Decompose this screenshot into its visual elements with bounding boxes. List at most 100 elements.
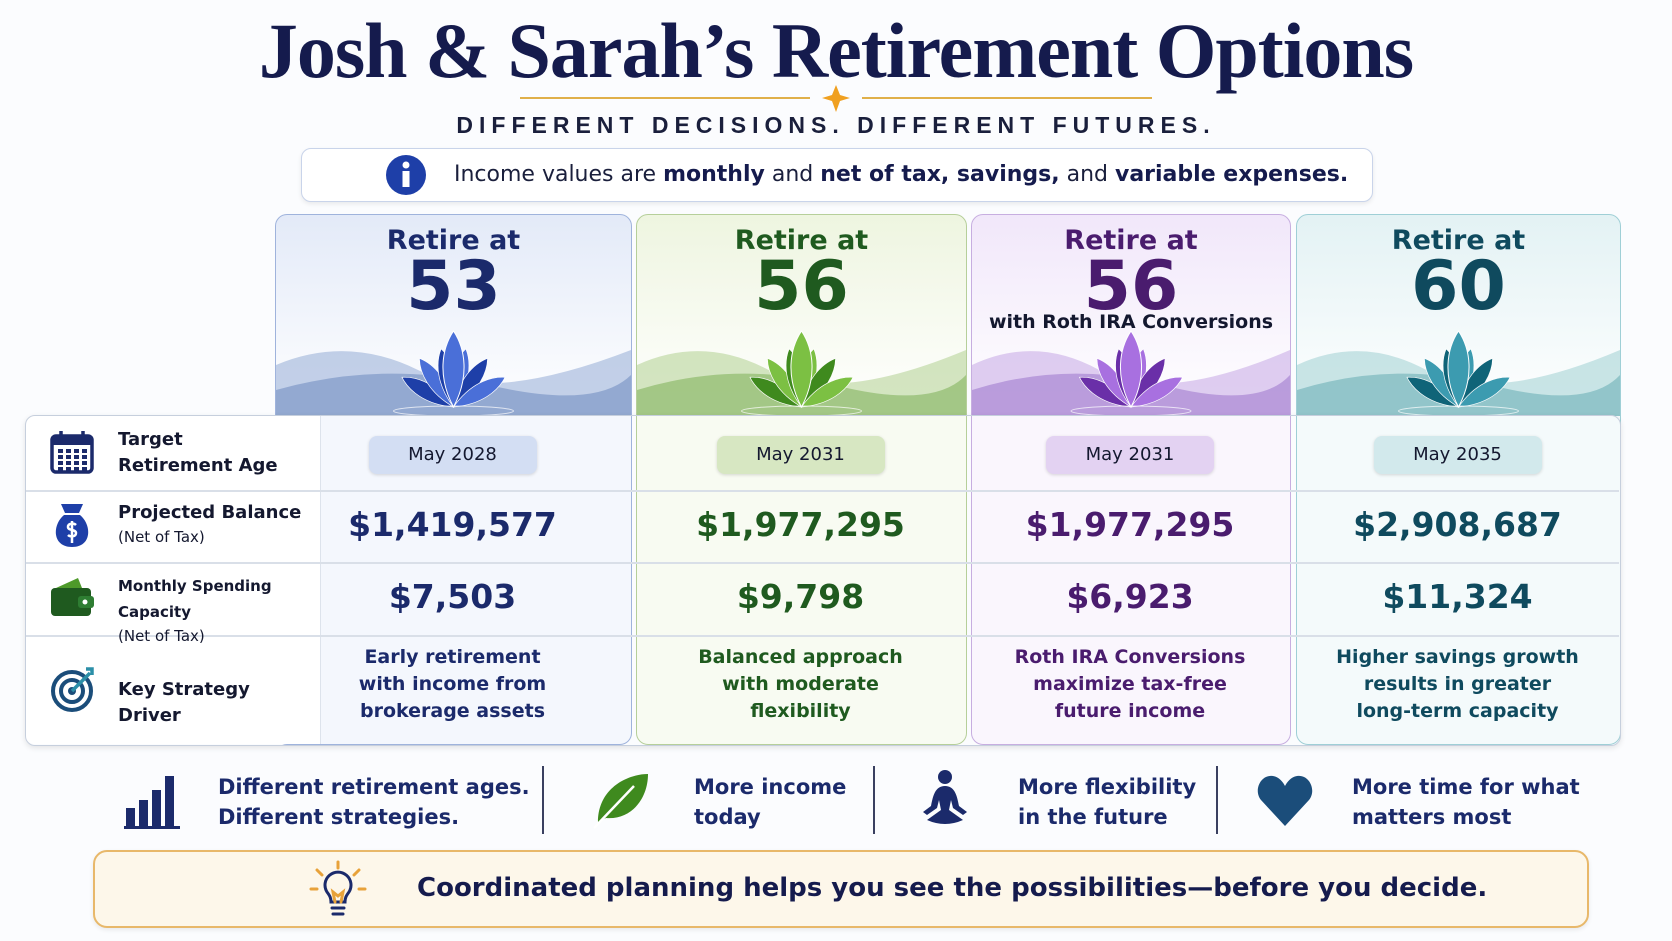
graphic	[1398, 330, 1519, 417]
graphic	[442, 330, 465, 409]
graphic	[70, 667, 94, 693]
graphic	[82, 460, 87, 465]
feature-text: Different retirement ages. Different stra…	[218, 772, 530, 832]
row-label: Monthly Spending Capacity (Net of Tax)	[118, 573, 318, 647]
row-label: Target Retirement Age	[118, 427, 318, 479]
graphic	[790, 330, 813, 409]
option-age: 53	[406, 247, 501, 326]
notice-text: Income values are monthly and net of tax…	[454, 162, 1348, 187]
notice-run: and	[764, 162, 821, 187]
graphic	[82, 466, 87, 471]
strategy-driver: Early retirement with income from brokerag…	[275, 644, 630, 725]
feature-icon	[1255, 768, 1317, 832]
spending: $6,923	[1066, 577, 1194, 616]
graphic	[741, 330, 862, 417]
graphic	[124, 826, 180, 829]
graphic	[66, 448, 71, 453]
balance: $1,977,295	[1025, 505, 1235, 544]
strategy-driver: Roth IRA Conversions maximize tax-free fut…	[971, 644, 1289, 725]
spending: $9,798	[736, 577, 865, 616]
graphic	[309, 860, 367, 891]
feature-text: More income today	[694, 772, 846, 832]
driver-line: future income	[1054, 700, 1206, 722]
driver-line: with moderate	[722, 673, 879, 695]
row-icon	[48, 428, 98, 478]
graphic	[1120, 330, 1142, 409]
scenery	[972, 315, 1290, 417]
feature-line: matters most	[1352, 805, 1512, 829]
info-icon	[386, 155, 426, 195]
graphic	[1257, 775, 1313, 826]
graphic	[58, 466, 63, 471]
date-pill: May 2028	[368, 436, 537, 474]
option-heading: Retire at	[386, 225, 521, 256]
driver-line: Higher savings growth	[1336, 646, 1579, 668]
graphic	[66, 521, 78, 543]
option-age: 56	[754, 247, 849, 326]
graphic	[402, 161, 410, 169]
label-line: Key Strategy Driver	[118, 679, 250, 726]
title: Josh & Sarah’s Retirement Options	[258, 7, 1414, 94]
balance: $2,908,687	[1353, 505, 1562, 544]
feature-icon	[588, 768, 650, 832]
feature-icon	[122, 768, 184, 832]
graphic	[330, 888, 346, 904]
feature-line: Different retirement ages.	[218, 775, 530, 799]
option-card: Retire at 56 with Roth IRA Conversions	[971, 214, 1291, 745]
graphic	[82, 454, 87, 459]
graphic	[309, 860, 367, 916]
option-heading: Retire at	[1064, 225, 1198, 256]
graphic	[124, 776, 180, 829]
spending: $11,324	[1382, 577, 1533, 616]
option-card: Retire at 56	[636, 214, 967, 745]
option-age: 56	[1083, 247, 1179, 326]
row-icon	[48, 501, 98, 551]
graphic	[637, 330, 966, 417]
graphic	[323, 870, 353, 904]
driver-line: Early retirement	[364, 646, 541, 668]
graphic	[1257, 775, 1313, 826]
graphic	[452, 376, 506, 408]
feature-line: More flexibility	[1018, 775, 1197, 799]
graphic	[51, 670, 93, 712]
graphic	[1297, 330, 1620, 417]
notice-run: net of tax, savings,	[820, 162, 1060, 187]
graphic	[126, 808, 135, 826]
driver-line: brokerage assets	[359, 700, 546, 722]
footer: Coordinated planning helps you see the p…	[93, 850, 1589, 928]
driver-line: long-term capacity	[1356, 700, 1559, 722]
graphic	[923, 770, 967, 824]
label-line: Projected Balance	[118, 502, 302, 523]
driver-line: flexibility	[750, 700, 851, 722]
graphic	[593, 785, 635, 829]
feature-divider	[1216, 766, 1218, 834]
graphic	[393, 330, 514, 417]
notice-run: and	[1059, 162, 1115, 187]
notice-run: monthly	[663, 162, 765, 187]
graphic	[152, 790, 161, 826]
graphic	[58, 448, 63, 453]
row-line	[26, 635, 1619, 637]
feature-text: More time for what matters most	[1352, 772, 1580, 832]
graphic	[61, 504, 83, 513]
option-age: 60	[1411, 247, 1506, 326]
balance: $1,419,577	[348, 505, 557, 544]
feature-line: More time for what	[1352, 775, 1580, 799]
graphic	[1130, 376, 1184, 408]
row-icon	[48, 574, 98, 624]
graphic	[74, 448, 79, 453]
graphic	[82, 599, 88, 604]
graphic	[74, 460, 79, 465]
driver-line: Roth IRA Conversions	[1014, 646, 1246, 668]
row-icon	[48, 665, 98, 715]
graphic	[74, 454, 79, 459]
graphic	[923, 786, 967, 824]
graphic	[165, 776, 174, 826]
graphic	[59, 678, 85, 704]
date-pill: May 2035	[1373, 436, 1542, 474]
footer-message: Coordinated planning helps you see the p…	[417, 873, 1488, 903]
driver-line: maximize tax-free	[1033, 673, 1227, 695]
driver-line: Balanced approach	[698, 646, 903, 668]
feature-divider	[873, 766, 875, 834]
